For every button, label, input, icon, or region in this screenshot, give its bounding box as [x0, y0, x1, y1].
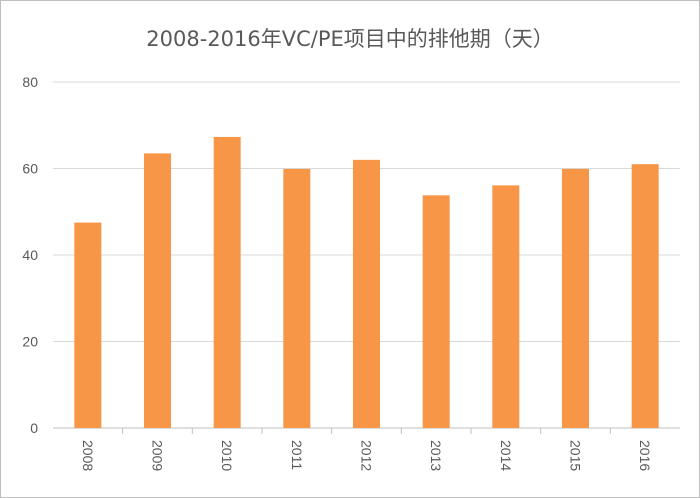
- x-tick-label: 2014: [498, 440, 514, 471]
- x-tick-label: 2016: [637, 440, 653, 471]
- y-tick-label: 60: [22, 161, 38, 177]
- bar-2012: [353, 159, 380, 428]
- bar-2015: [562, 168, 589, 428]
- bar-2013: [422, 195, 450, 428]
- y-tick-label: 80: [22, 74, 38, 90]
- bar-2011: [283, 168, 311, 428]
- bar-2010: [213, 136, 241, 429]
- bar-2014: [492, 185, 520, 428]
- x-tick-label: 2011: [289, 440, 305, 470]
- x-tick-label: 2012: [359, 440, 375, 471]
- chart-title: 2008-2016年VC/PE项目中的排他期（天）: [146, 27, 554, 51]
- bar-2016: [631, 164, 659, 429]
- x-tick-label: 2009: [150, 440, 166, 471]
- y-tick-label: 20: [22, 334, 38, 350]
- x-tick-label: 2008: [80, 440, 96, 471]
- x-tick-label: 2010: [219, 440, 235, 471]
- x-tick-label: 2013: [428, 440, 444, 471]
- y-tick-label: 0: [30, 420, 38, 436]
- bar-2008: [74, 222, 102, 428]
- x-tick-label: 2015: [568, 440, 584, 471]
- y-tick-label: 40: [22, 247, 38, 263]
- bar-2009: [144, 153, 171, 429]
